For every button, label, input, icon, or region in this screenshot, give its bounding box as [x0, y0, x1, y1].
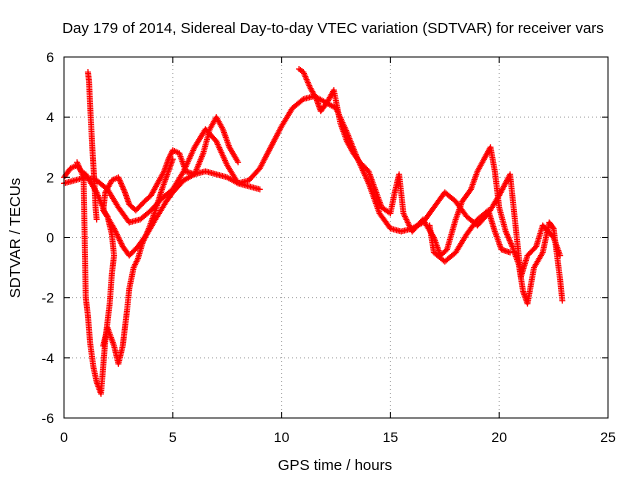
data-point [235, 159, 242, 166]
x-axis-label: GPS time / hours [278, 457, 392, 474]
series-track-d [84, 69, 100, 223]
grid-lines [64, 57, 608, 418]
y-tick-label: 0 [46, 230, 54, 246]
x-tick-label: 10 [274, 429, 290, 445]
data-points [61, 66, 566, 397]
y-tick-label: 6 [46, 49, 54, 65]
data-point [256, 186, 263, 193]
y-tick-label: 4 [46, 109, 54, 125]
series-track-g [100, 156, 176, 367]
y-tick-label: -6 [42, 410, 55, 426]
x-tick-label: 25 [600, 429, 616, 445]
data-point [549, 224, 556, 231]
chart-title: Day 179 of 2014, Sidereal Day-to-day VTE… [62, 20, 604, 37]
data-point [93, 216, 100, 223]
y-tick-label: -4 [42, 350, 55, 366]
series-track-f [426, 207, 514, 265]
axis-ticks: 0 5 10 15 20 25 -6 -4 -2 0 2 4 6 [42, 49, 616, 445]
data-point [559, 297, 566, 304]
series-track-e [296, 66, 566, 307]
y-axis-label: SDTVAR / TECUs [7, 178, 24, 298]
x-tick-label: 5 [169, 429, 177, 445]
x-tick-label: 15 [383, 429, 399, 445]
x-tick-label: 20 [491, 429, 507, 445]
data-point [557, 252, 564, 259]
data-point [507, 249, 514, 256]
x-tick-label: 0 [60, 429, 68, 445]
series-track-b [61, 93, 564, 280]
y-tick-label: -2 [42, 290, 55, 306]
data-point [169, 156, 176, 163]
y-tick-label: 2 [46, 169, 54, 185]
